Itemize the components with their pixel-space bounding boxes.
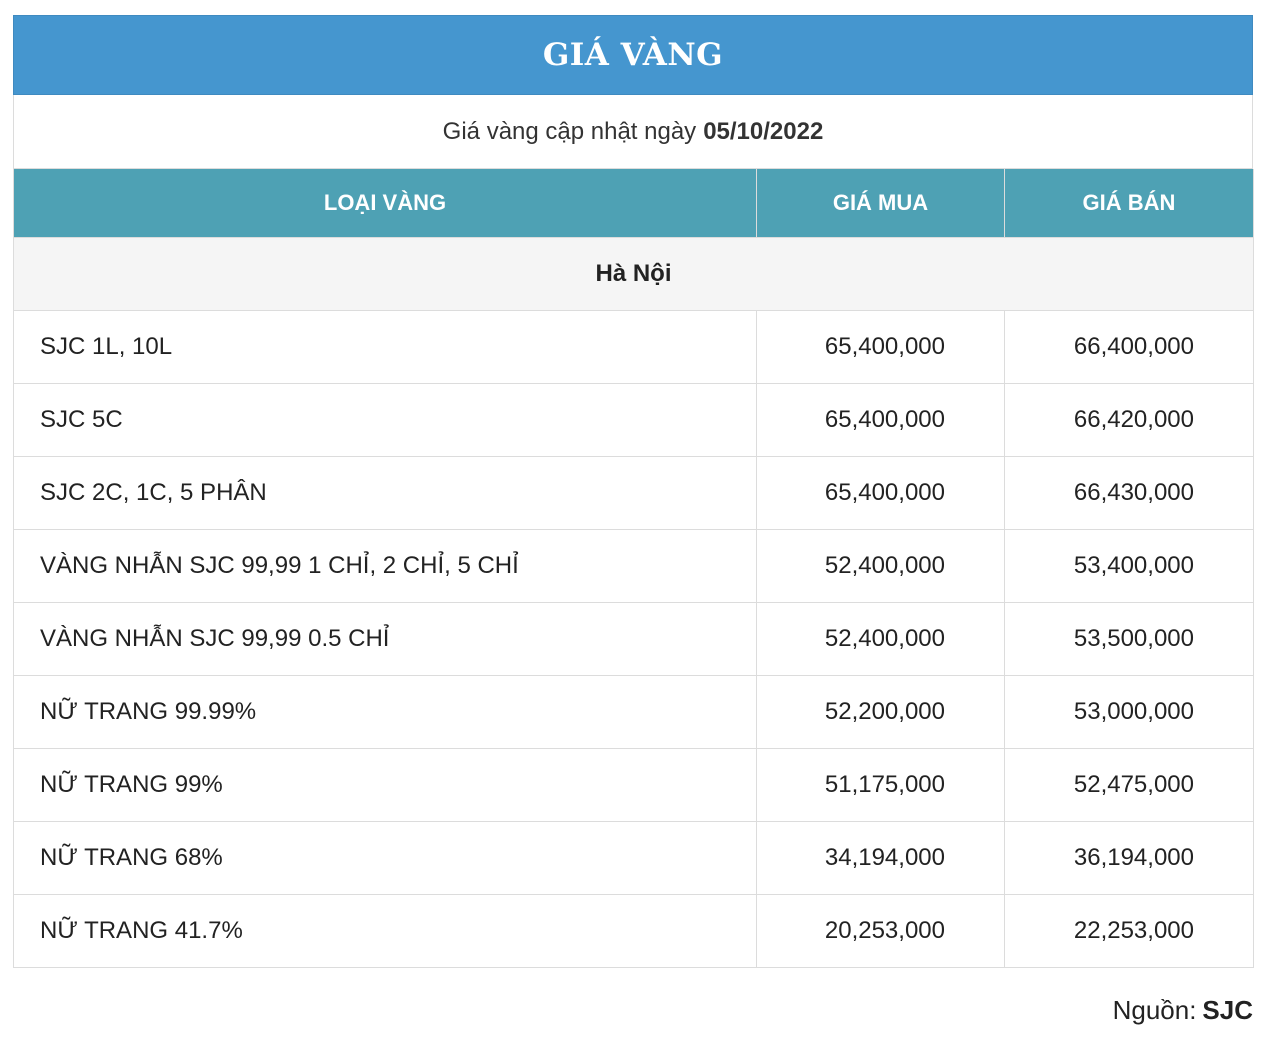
table-row: NỮ TRANG 99% 51,175,000 52,475,000 [13,748,1254,822]
sell-price: 53,000,000 [1004,675,1254,749]
gold-type: SJC 2C, 1C, 5 PHÂN [13,456,757,530]
gold-type: NỮ TRANG 68% [13,821,757,895]
table-row: NỮ TRANG 41.7% 20,253,000 22,253,000 [13,894,1254,968]
buy-price: 52,400,000 [756,529,1005,603]
buy-price: 52,200,000 [756,675,1005,749]
gold-type: SJC 5C [13,383,757,457]
sell-price: 66,400,000 [1004,310,1254,384]
buy-price: 65,400,000 [756,383,1005,457]
column-header-type: LOẠI VÀNG [13,169,757,238]
region-row: Hà Nội [13,237,1254,311]
buy-price: 65,400,000 [756,456,1005,530]
sell-price: 53,400,000 [1004,529,1254,603]
sell-price: 52,475,000 [1004,748,1254,822]
buy-price: 20,253,000 [756,894,1005,968]
column-header-sell: GIÁ BÁN [1004,169,1254,238]
gold-type: NỮ TRANG 41.7% [13,894,757,968]
table-row: VÀNG NHẪN SJC 99,99 1 CHỈ, 2 CHỈ, 5 CHỈ … [13,529,1254,603]
source-label: Nguồn: [1112,995,1197,1025]
buy-price: 51,175,000 [756,748,1005,822]
gold-price-widget: GIÁ VÀNG Giá vàng cập nhật ngày 05/10/20… [13,15,1254,968]
sell-price: 66,430,000 [1004,456,1254,530]
sell-price: 22,253,000 [1004,894,1254,968]
update-date: 05/10/2022 [703,117,824,145]
gold-type: NỮ TRANG 99.99% [13,675,757,749]
price-table: LOẠI VÀNG GIÁ MUA GIÁ BÁN Hà Nội SJC 1L,… [13,169,1254,968]
table-row: SJC 2C, 1C, 5 PHÂN 65,400,000 66,430,000 [13,456,1254,530]
sell-price: 36,194,000 [1004,821,1254,895]
table-row: SJC 1L, 10L 65,400,000 66,400,000 [13,310,1254,384]
region-label: Hà Nội [13,237,1254,311]
gold-type: VÀNG NHẪN SJC 99,99 1 CHỈ, 2 CHỈ, 5 CHỈ [13,529,757,603]
table-row: VÀNG NHẪN SJC 99,99 0.5 CHỈ 52,400,000 5… [13,602,1254,676]
table-row: NỮ TRANG 99.99% 52,200,000 53,000,000 [13,675,1254,749]
buy-price: 65,400,000 [756,310,1005,384]
gold-type: SJC 1L, 10L [13,310,757,384]
gold-type: VÀNG NHẪN SJC 99,99 0.5 CHỈ [13,602,757,676]
gold-type: NỮ TRANG 99% [13,748,757,822]
table-row: SJC 5C 65,400,000 66,420,000 [13,383,1254,457]
source-name: SJC [1202,995,1253,1025]
update-label: Giá vàng cập nhật ngày [442,117,697,145]
table-header-row: LOẠI VÀNG GIÁ MUA GIÁ BÁN [13,169,1254,238]
table-row: NỮ TRANG 68% 34,194,000 36,194,000 [13,821,1254,895]
column-header-buy: GIÁ MUA [756,169,1005,238]
source-credit: Nguồn: SJC [1113,995,1253,1026]
sell-price: 66,420,000 [1004,383,1254,457]
buy-price: 34,194,000 [756,821,1005,895]
update-line: Giá vàng cập nhật ngày 05/10/2022 [13,95,1253,169]
widget-title: GIÁ VÀNG [13,15,1253,95]
buy-price: 52,400,000 [756,602,1005,676]
sell-price: 53,500,000 [1004,602,1254,676]
